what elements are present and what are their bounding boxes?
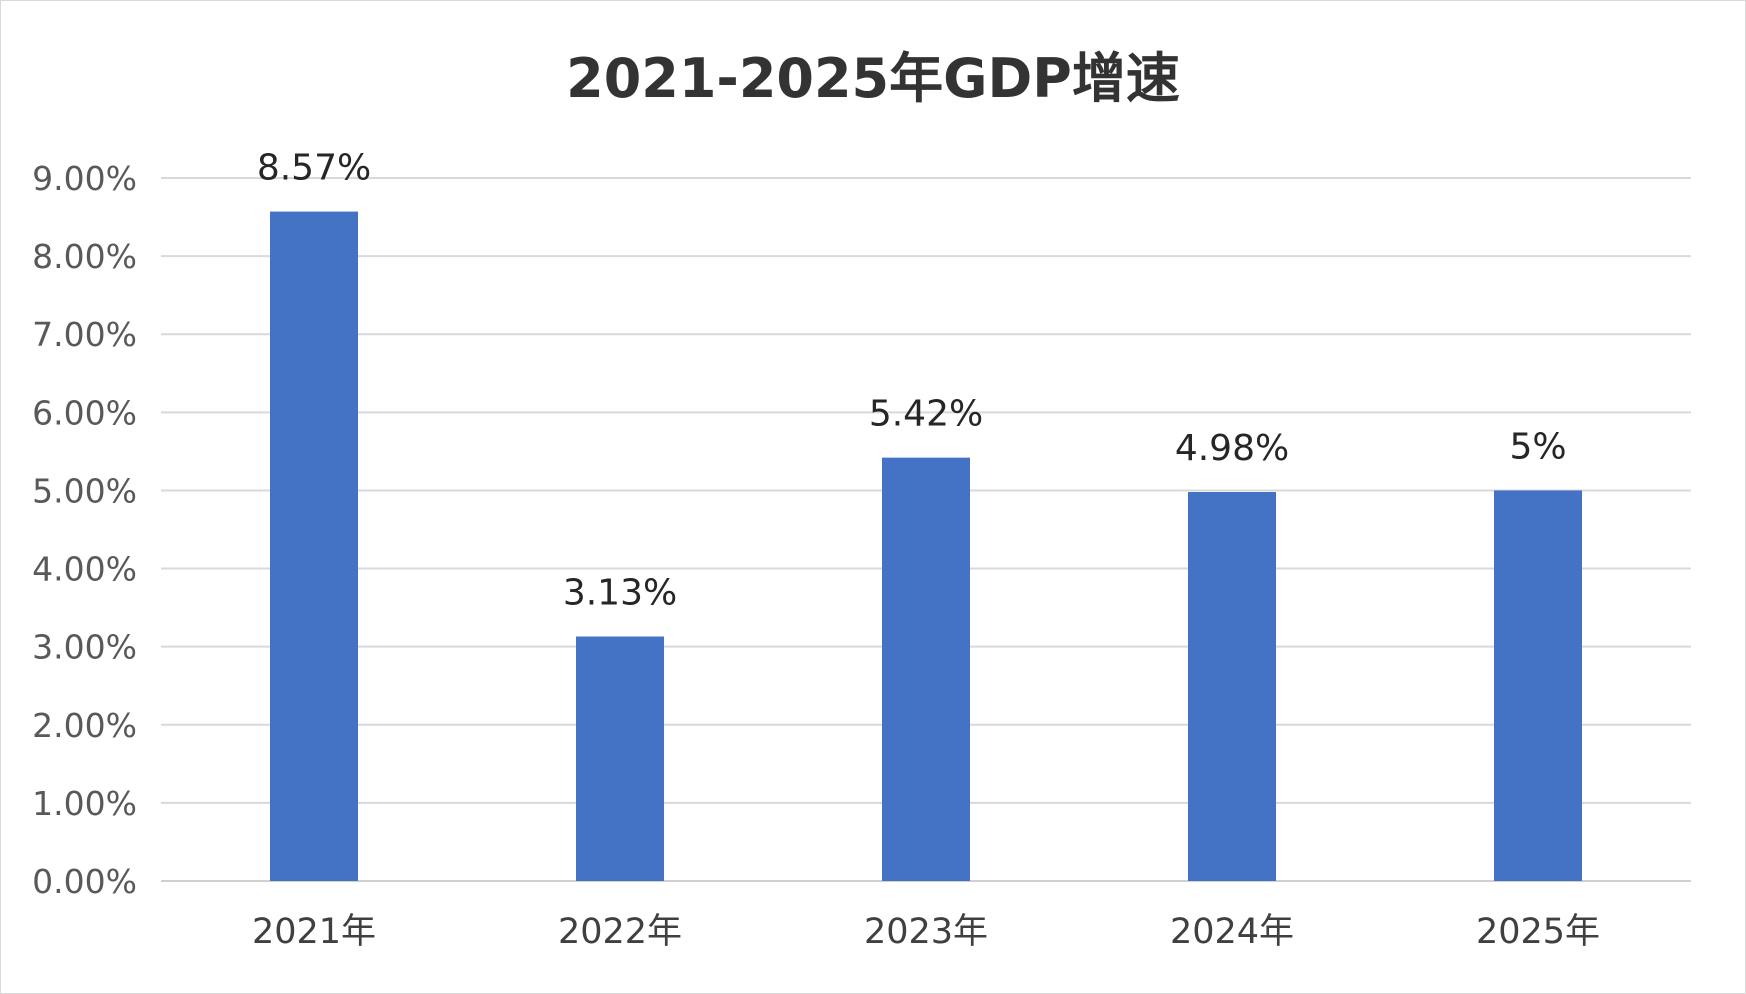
bar [576, 636, 664, 881]
y-tick-label: 0.00% [32, 862, 137, 901]
data-label: 5.42% [869, 394, 983, 435]
y-tick-label: 3.00% [32, 628, 137, 667]
bars [270, 211, 1582, 882]
y-tick-label: 4.00% [32, 550, 137, 589]
x-category-label: 2024年 [1170, 912, 1294, 952]
bar [1188, 492, 1276, 881]
y-tick-label: 5.00% [32, 471, 137, 510]
x-category-label: 2023年 [864, 912, 988, 952]
bar [1494, 490, 1582, 881]
x-category-label: 2022年 [558, 912, 682, 952]
bar [882, 457, 970, 881]
data-label: 3.13% [563, 573, 677, 614]
x-category-label: 2021年 [252, 912, 376, 952]
data-labels: 8.57% 3.13% 5.42% 4.98% 5% [257, 148, 1567, 614]
x-category-label: 2025年 [1476, 912, 1600, 952]
y-tick-label: 7.00% [32, 315, 137, 354]
y-tick-label: 9.00% [32, 159, 137, 198]
y-tick-label: 1.00% [32, 784, 137, 823]
y-tick-label: 6.00% [32, 393, 137, 432]
data-label: 8.57% [257, 148, 371, 189]
chart-title: 2021-2025年GDP增速 [566, 47, 1180, 110]
data-label: 5% [1509, 426, 1566, 467]
y-axis-tick-labels: 0.00% 1.00% 2.00% 3.00% 4.00% 5.00% 6.00% 7.00%… [32, 159, 137, 901]
x-axis-category-labels: 2021年 2022年 2023年 2024年 2025年 [252, 912, 1600, 952]
data-label: 4.98% [1175, 428, 1289, 469]
bar [270, 211, 358, 882]
y-tick-label: 8.00% [32, 237, 137, 276]
y-tick-label: 2.00% [32, 706, 137, 745]
